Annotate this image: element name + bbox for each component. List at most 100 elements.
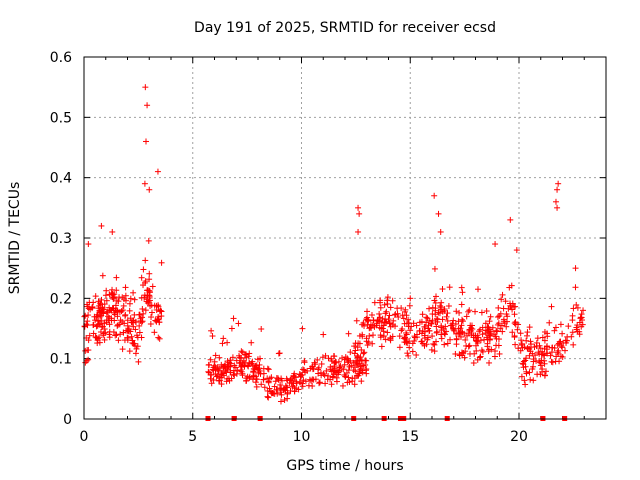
data-point — [472, 308, 479, 315]
data-point — [401, 335, 408, 342]
data-point — [474, 338, 481, 345]
data-point — [474, 356, 481, 363]
data-point — [276, 350, 283, 357]
data-point — [358, 346, 365, 353]
data-point — [466, 342, 473, 349]
data-point — [441, 331, 448, 338]
data-point — [472, 335, 479, 342]
data-point — [155, 334, 162, 341]
data-point — [537, 359, 544, 366]
data-point — [327, 363, 334, 370]
data-point — [515, 321, 522, 328]
data-point — [96, 307, 103, 314]
data-point — [94, 322, 101, 329]
data-point — [496, 313, 503, 320]
data-point — [356, 360, 363, 367]
data-point — [450, 317, 457, 324]
data-point — [511, 320, 518, 327]
data-point — [122, 327, 129, 334]
data-point — [244, 373, 251, 380]
data-point — [477, 353, 484, 360]
data-point — [562, 337, 569, 344]
data-point — [205, 368, 212, 375]
data-point — [135, 358, 142, 365]
data-point — [117, 317, 124, 324]
data-point — [359, 331, 366, 338]
data-point — [130, 289, 137, 296]
data-point — [110, 295, 117, 302]
data-point — [208, 327, 215, 334]
data-point — [85, 312, 92, 319]
data-point — [444, 317, 451, 324]
data-point — [386, 312, 393, 319]
data-point — [492, 333, 499, 340]
data-point — [459, 316, 466, 323]
data-point — [569, 312, 576, 319]
y-tick-label: 0.2 — [50, 291, 72, 307]
data-point — [351, 381, 358, 388]
data-point — [554, 341, 561, 348]
data-point — [549, 344, 556, 351]
data-point — [361, 322, 368, 329]
data-point — [412, 334, 419, 341]
data-point — [139, 305, 146, 312]
data-point — [352, 347, 359, 354]
data-point — [219, 370, 226, 377]
data-point — [521, 377, 528, 384]
data-point — [128, 333, 135, 340]
data-point — [355, 204, 362, 211]
data-point — [458, 322, 465, 329]
data-point — [450, 324, 457, 331]
data-point — [493, 327, 500, 334]
data-point — [444, 340, 451, 347]
x-tick-label: 0 — [80, 429, 89, 445]
data-point — [144, 102, 151, 109]
data-point — [292, 374, 299, 381]
data-point — [439, 286, 446, 293]
data-point — [208, 380, 215, 387]
plot-frame — [83, 56, 607, 420]
data-point — [133, 345, 140, 352]
data-point — [254, 356, 261, 363]
data-point — [404, 340, 411, 347]
data-point — [431, 265, 438, 272]
data-point — [85, 347, 92, 354]
data-point — [455, 318, 462, 325]
data-point — [529, 350, 536, 357]
data-point — [521, 344, 528, 351]
data-point — [314, 356, 321, 363]
data-point — [122, 292, 129, 299]
data-point — [399, 325, 406, 332]
data-point — [506, 300, 513, 307]
data-point — [147, 302, 154, 309]
data-point — [539, 366, 546, 373]
data-point — [360, 350, 367, 357]
data-point — [342, 354, 349, 361]
data-point — [101, 336, 108, 343]
data-point — [486, 326, 493, 333]
data-point — [353, 317, 360, 324]
x-tick-label: 20 — [510, 429, 528, 445]
data-point — [230, 315, 237, 322]
data-point — [346, 363, 353, 370]
data-point — [323, 367, 330, 374]
data-point — [299, 383, 306, 390]
data-point — [265, 379, 272, 386]
data-point — [81, 323, 88, 330]
data-point — [279, 377, 286, 384]
data-point — [429, 333, 436, 340]
data-point — [472, 332, 479, 339]
data-point — [260, 376, 267, 383]
data-point — [116, 321, 123, 328]
data-point — [106, 291, 113, 298]
data-point — [131, 296, 138, 303]
data-point — [95, 298, 102, 305]
data-point — [108, 317, 115, 324]
data-point — [572, 265, 579, 272]
data-point — [345, 374, 352, 381]
data-point — [534, 371, 541, 378]
data-point — [527, 376, 534, 383]
data-point — [94, 317, 101, 324]
data-point — [368, 312, 375, 319]
data-point — [229, 354, 236, 361]
